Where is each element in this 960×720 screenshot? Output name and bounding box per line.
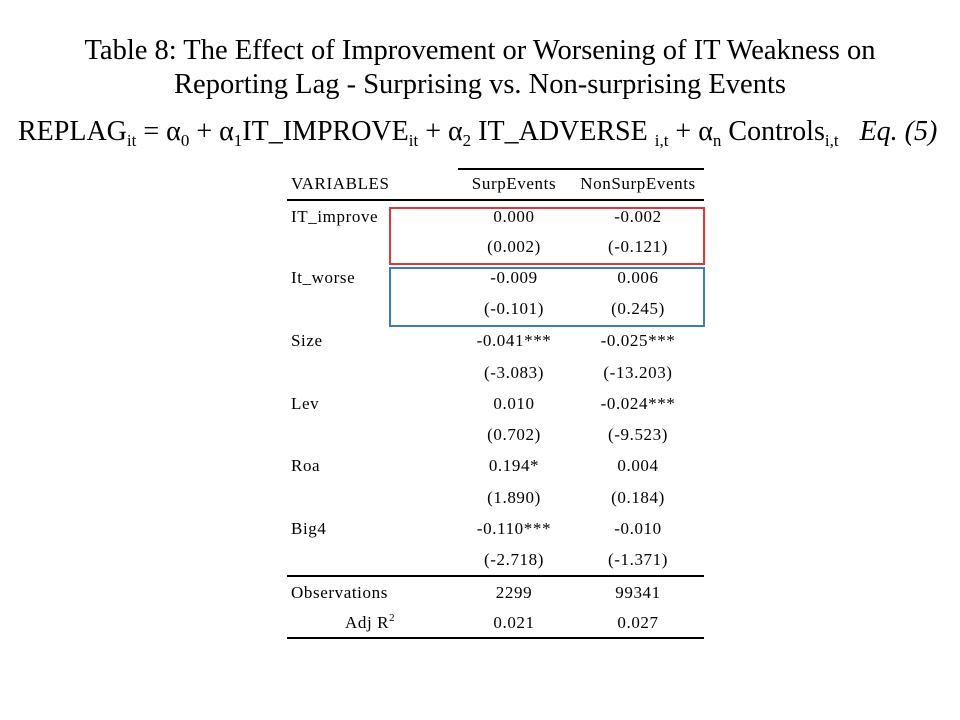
eq-alphan: α xyxy=(698,116,713,147)
eq-lhs: REPLAG xyxy=(18,116,127,147)
eq-plus-3: + xyxy=(668,116,699,147)
surp-value: 0.194* xyxy=(488,456,540,475)
adj-r2-superscript: 2 xyxy=(389,612,396,624)
surp-tstat: (-2.718) xyxy=(483,550,545,569)
nonsurp-tstat: (-1.371) xyxy=(607,550,669,569)
eq-term-it-adverse-subscript: i,t xyxy=(654,131,669,150)
surp-value: -0.041*** xyxy=(476,331,552,350)
table-top-rule xyxy=(458,168,704,170)
eq-term-controls: Controls xyxy=(721,116,825,147)
header-surp-events: SurpEvents xyxy=(471,174,557,193)
observations-surp: 2299 xyxy=(495,583,533,602)
nonsurp-value: -0.010 xyxy=(614,519,662,538)
surp-value: 0.000 xyxy=(493,207,535,226)
nonsurp-value: 0.006 xyxy=(617,268,659,287)
slide-title: Table 8: The Effect of Improvement or Wo… xyxy=(0,34,960,102)
eq-alphan-subscript: n xyxy=(712,131,722,150)
eq-term-it-improve: IT_IMPROVE xyxy=(242,116,409,147)
nonsurp-tstat: (-13.203) xyxy=(603,363,673,382)
adj-r2-nonsurp: 0.027 xyxy=(617,613,659,632)
title-line-2: Reporting Lag - Surprising vs. Non-surpr… xyxy=(174,69,786,100)
surp-tstat: (0.002) xyxy=(487,237,541,256)
row-label: Lev xyxy=(291,394,320,413)
table-stats-rule xyxy=(287,575,704,577)
eq-term-controls-subscript: i,t xyxy=(824,131,839,150)
nonsurp-tstat: (-0.121) xyxy=(607,237,669,256)
adj-r2-surp: 0.021 xyxy=(493,613,535,632)
eq-alpha0: α xyxy=(166,116,181,147)
eq-alpha1: α xyxy=(219,116,234,147)
row-label: Roa xyxy=(291,456,321,475)
row-label: Size xyxy=(291,331,323,350)
surp-tstat: (-0.101) xyxy=(483,299,545,318)
nonsurp-tstat: (0.184) xyxy=(611,488,665,507)
nonsurp-value: -0.024*** xyxy=(600,394,676,413)
surp-tstat: (0.702) xyxy=(487,425,541,444)
eq-term-it-improve-subscript: it xyxy=(408,131,419,150)
header-nonsurp-events: NonSurpEvents xyxy=(580,174,696,193)
eq-plus-2: + xyxy=(418,116,448,147)
nonsurp-value: 0.004 xyxy=(617,456,659,475)
eq-alpha1-subscript: 1 xyxy=(233,131,243,150)
surp-value: -0.110*** xyxy=(476,519,552,538)
eq-alpha2-subscript: 2 xyxy=(462,131,472,150)
surp-value: -0.009 xyxy=(490,268,538,287)
eq-term-it-adverse: IT_ADVERSE xyxy=(471,116,655,147)
table-bottom-rule xyxy=(287,637,704,639)
surp-tstat: (1.890) xyxy=(487,488,541,507)
eq-label: Eq. (5) xyxy=(859,116,938,147)
nonsurp-value: -0.002 xyxy=(614,207,662,226)
adj-r2-label-text: Adj R xyxy=(345,613,390,632)
row-label: It_worse xyxy=(291,268,356,287)
eq-equals: = xyxy=(136,116,167,147)
adj-r2-label: Adj R2 xyxy=(345,612,395,634)
regression-equation: REPLAGit = α0 + α1IT_IMPROVEit + α2 IT_A… xyxy=(18,116,948,150)
it-improve-highlight-box xyxy=(389,207,705,265)
nonsurp-tstat: (-9.523) xyxy=(607,425,669,444)
it-worse-highlight-box xyxy=(389,267,705,327)
title-line-1: Table 8: The Effect of Improvement or Wo… xyxy=(84,35,876,66)
observations-label: Observations xyxy=(291,583,388,602)
surp-tstat: (-3.083) xyxy=(483,363,545,382)
nonsurp-tstat: (0.245) xyxy=(611,299,665,318)
eq-alpha0-subscript: 0 xyxy=(180,131,190,150)
eq-alpha2: α xyxy=(448,116,463,147)
row-label: IT_improve xyxy=(291,207,379,226)
eq-plus-1: + xyxy=(189,116,220,147)
surp-value: 0.010 xyxy=(493,394,535,413)
header-variables: VARIABLES xyxy=(291,174,390,193)
eq-lhs-subscript: it xyxy=(126,131,137,150)
nonsurp-value: -0.025*** xyxy=(600,331,676,350)
table-header-rule xyxy=(287,199,704,201)
row-label: Big4 xyxy=(291,519,327,538)
observations-nonsurp: 99341 xyxy=(615,583,661,602)
